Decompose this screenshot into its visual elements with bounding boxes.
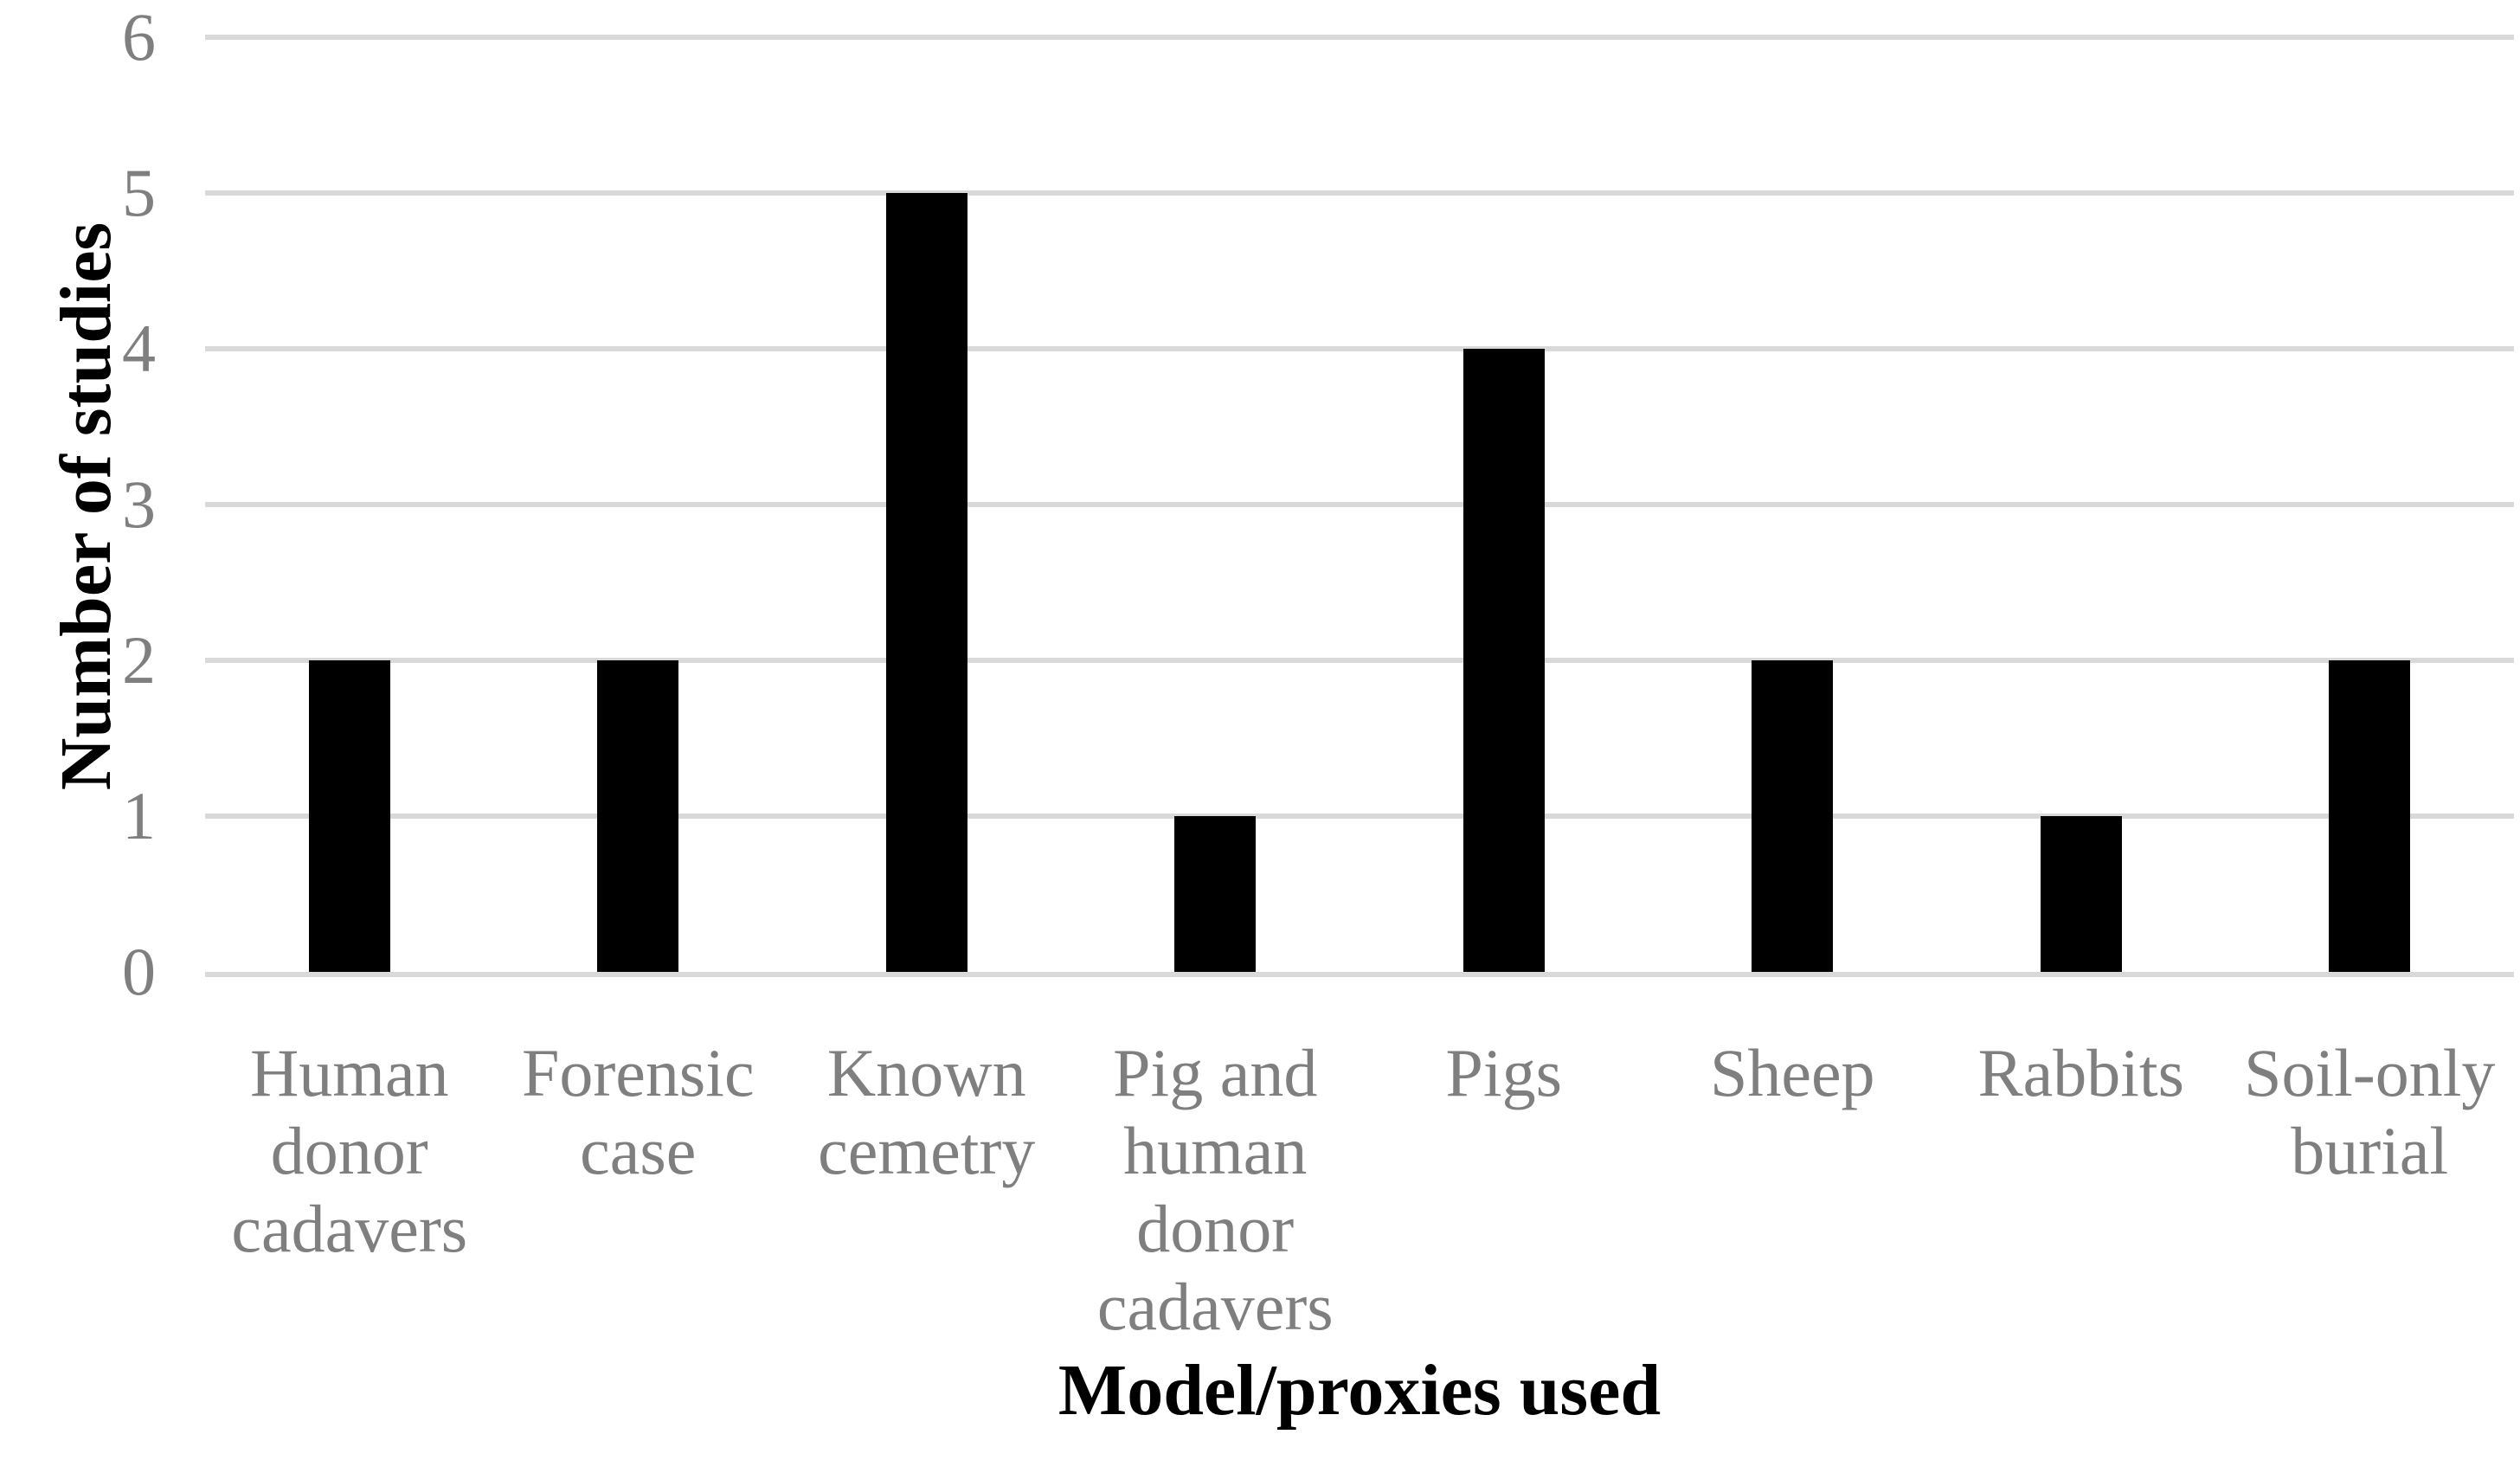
y-tick-1: 1 <box>122 778 156 853</box>
category-label-6: Rabbits <box>1977 1035 2184 1110</box>
y-tick-5: 5 <box>122 155 156 230</box>
gridline-y5 <box>205 190 2514 196</box>
bar-7 <box>2329 660 2411 972</box>
x-axis-title: Model/proxies used <box>1058 1350 1662 1431</box>
category-label-3: Pig and human donor cadavers <box>1096 1035 1334 1344</box>
bar-6 <box>2040 816 2122 972</box>
gridline-y2 <box>205 658 2514 663</box>
gridline-y3 <box>205 502 2514 507</box>
category-label-4: Pigs <box>1445 1035 1562 1110</box>
bar-5 <box>1752 660 1834 972</box>
category-label-0: Human donor cadavers <box>231 1035 468 1266</box>
y-tick-4: 4 <box>122 311 156 386</box>
gridline-y0 <box>205 972 2514 977</box>
gridline-y4 <box>205 346 2514 351</box>
bar-3 <box>1174 816 1257 972</box>
y-tick-6: 6 <box>122 0 156 74</box>
gridline-y6 <box>205 35 2514 40</box>
category-label-2: Known cemetry <box>818 1035 1036 1188</box>
bar-4 <box>1462 349 1545 972</box>
category-label-1: Forensic case <box>521 1035 755 1188</box>
y-tick-3: 3 <box>122 466 156 542</box>
category-label-7: Soil-only burial <box>2244 1035 2496 1188</box>
y-tick-2: 2 <box>122 622 156 698</box>
y-tick-0: 0 <box>122 934 156 1009</box>
bar-0 <box>308 660 390 972</box>
category-label-5: Sheep <box>1709 1035 1875 1110</box>
plot-area <box>205 35 2514 977</box>
gridline-y1 <box>205 814 2514 819</box>
bar-1 <box>597 660 679 972</box>
bar-2 <box>885 193 968 972</box>
